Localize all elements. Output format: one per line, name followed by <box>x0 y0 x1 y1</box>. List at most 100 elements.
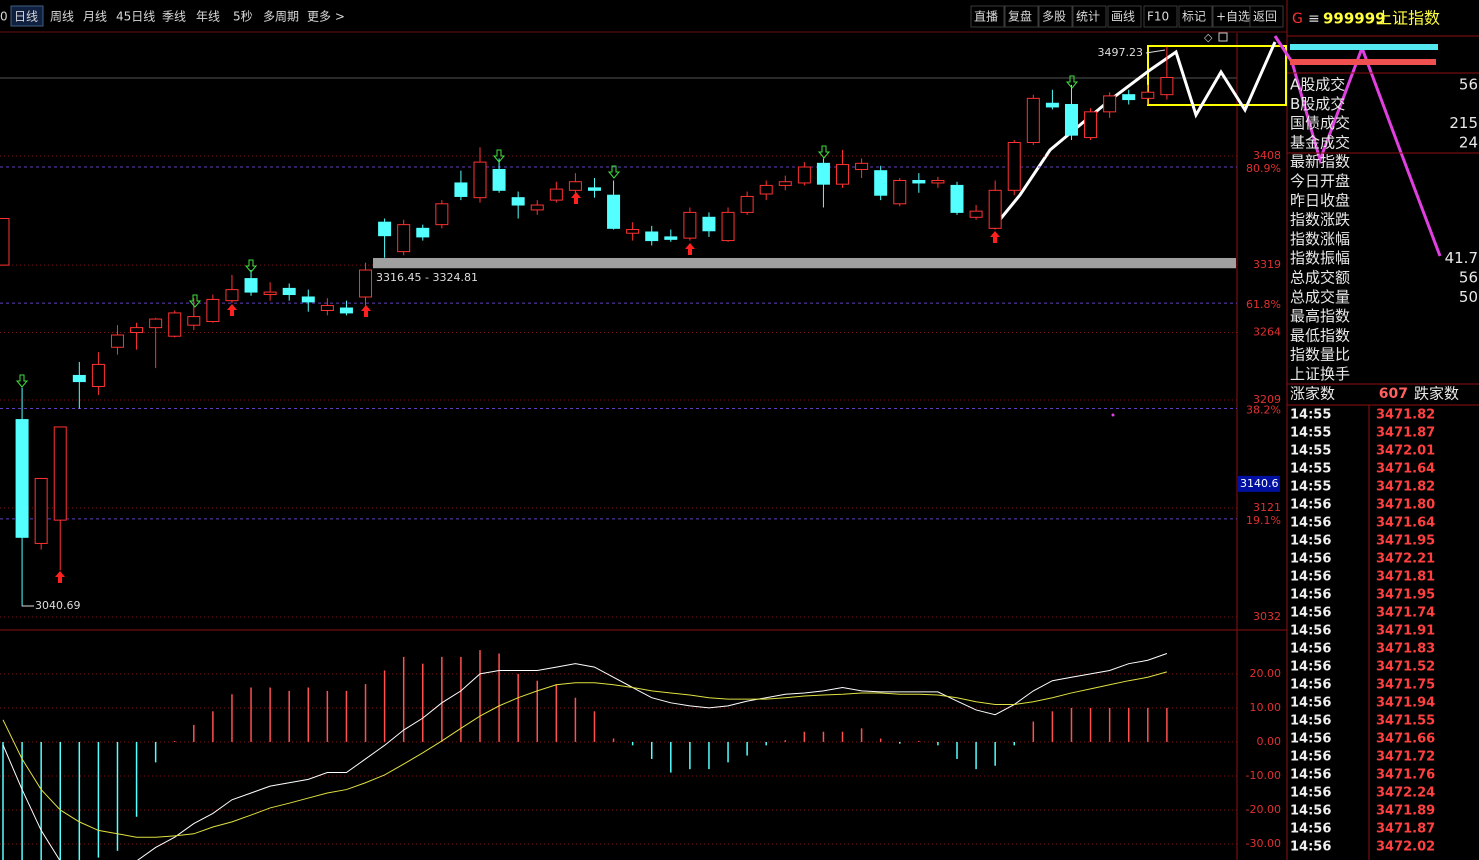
candle-body <box>664 236 678 240</box>
tick-time: 14:56 <box>1290 606 1331 621</box>
tick-price: 3471.81 <box>1376 570 1435 585</box>
candle-body <box>778 181 792 186</box>
candle-body <box>645 231 659 242</box>
field-label: 上证换手 <box>1290 365 1350 383</box>
tick-price: 3472.01 <box>1376 444 1435 459</box>
tick-time: 14:56 <box>1290 750 1331 765</box>
tab[interactable]: 季线 <box>162 10 186 24</box>
tick-time: 14:56 <box>1290 732 1331 747</box>
tick-price: 3471.74 <box>1376 606 1435 621</box>
tick-time: 14:56 <box>1290 786 1331 801</box>
buy-arrow <box>990 231 1000 243</box>
sell-arrow <box>817 145 831 159</box>
buy-arrow <box>571 192 581 204</box>
tick-time: 14:56 <box>1290 588 1331 603</box>
field-value: 56 <box>1459 76 1478 94</box>
candle-body <box>244 278 258 293</box>
header-menu[interactable]: ≡ <box>1308 11 1320 27</box>
toolbar-button[interactable]: 画线 <box>1111 10 1135 24</box>
candle-body <box>740 195 754 213</box>
candle-body <box>492 168 506 191</box>
candle-body <box>912 180 926 184</box>
fib-label: 61.8% <box>1246 298 1281 311</box>
tick-time: 14:56 <box>1290 840 1331 855</box>
toolbar-button[interactable]: 标记 <box>1182 10 1206 24</box>
tick-price: 3471.64 <box>1376 516 1435 531</box>
toolbar-button[interactable]: +自选 <box>1216 10 1250 24</box>
tab[interactable]: 更多 > <box>307 10 345 24</box>
sell-arrow <box>607 165 621 179</box>
field-value: 41.7 <box>1445 249 1478 267</box>
field-label: 指数涨幅 <box>1290 230 1350 248</box>
candle-body <box>874 170 888 196</box>
candle-body <box>110 334 124 348</box>
y-tick-label: -10.00 <box>1246 769 1281 782</box>
tab[interactable]: 周线 <box>50 10 74 24</box>
fib-label: 38.2% <box>1246 404 1281 417</box>
field-label: 最新指数 <box>1290 153 1350 171</box>
candle-body <box>263 291 277 296</box>
field-label: 指数涨跌 <box>1290 211 1350 229</box>
field-label: 基金成交 <box>1290 133 1350 151</box>
tab[interactable]: 5秒 <box>233 10 253 24</box>
sell-arrow <box>492 149 506 163</box>
toolbar-button[interactable]: 复盘 <box>1008 9 1032 24</box>
tick-time: 14:55 <box>1290 480 1331 495</box>
tick-time: 14:56 <box>1290 498 1331 513</box>
tick-time: 14:56 <box>1290 570 1331 585</box>
toolbar-button[interactable]: 返回 <box>1253 10 1277 24</box>
candle-body <box>0 218 10 266</box>
tick-price: 3471.64 <box>1376 462 1435 477</box>
high-pointer <box>1145 49 1166 54</box>
field-label: 昨日收盘 <box>1290 191 1350 209</box>
breadth-count: 607 <box>1379 386 1408 402</box>
button-frame <box>1143 5 1178 28</box>
tab[interactable]: 45日线 <box>116 10 155 24</box>
candle-body <box>988 189 1002 229</box>
candle-body <box>969 210 983 218</box>
tab[interactable]: 日线 <box>14 10 38 24</box>
tick-time: 14:56 <box>1290 534 1331 549</box>
header-code: 999999 <box>1323 10 1386 28</box>
tab[interactable]: 月线 <box>83 10 107 24</box>
sell-arrow <box>244 259 258 273</box>
low-label: 3040.69 <box>35 599 81 612</box>
candle-body <box>168 312 182 337</box>
tab-selected <box>10 5 44 27</box>
tick-time: 14:55 <box>1290 426 1331 441</box>
candle-body <box>15 419 29 538</box>
tick-time: 14:56 <box>1290 768 1331 783</box>
candle-body <box>607 194 621 229</box>
candle-body <box>435 203 449 226</box>
toolbar-button[interactable]: F10 <box>1147 10 1169 24</box>
buy-arrow <box>685 243 695 255</box>
candle-body <box>359 269 373 298</box>
button-frame <box>1107 5 1142 28</box>
candle-body <box>1064 103 1078 136</box>
buy-arrow <box>55 571 65 583</box>
tick-price: 3471.89 <box>1376 804 1435 819</box>
candle-body <box>797 166 811 184</box>
candle-body <box>416 227 430 238</box>
toolbar-button[interactable]: 多股 <box>1042 10 1066 24</box>
drawn-line <box>1273 35 1442 257</box>
candle-body <box>53 426 67 521</box>
candle-body <box>530 204 544 211</box>
candle-body <box>1160 77 1174 96</box>
candle-body <box>721 211 735 242</box>
candle-body <box>587 187 601 191</box>
macd-dif-line <box>2 653 1168 860</box>
field-value: 215 <box>1449 114 1478 132</box>
field-label: 最高指数 <box>1290 307 1350 325</box>
tab[interactable]: 年线 <box>196 10 220 24</box>
toolbar-button[interactable]: 统计 <box>1076 10 1100 24</box>
sell-arrow <box>1065 75 1079 89</box>
toolbar-button[interactable]: 直播 <box>974 10 998 24</box>
tick-price: 3471.55 <box>1376 714 1435 729</box>
tab[interactable]: 多周期 <box>263 10 299 24</box>
highlight-box <box>1147 45 1287 106</box>
tab[interactable]: 0 <box>0 10 8 24</box>
sell-arrow <box>15 374 29 388</box>
dot <box>1111 413 1115 417</box>
button-frame <box>1004 5 1039 28</box>
